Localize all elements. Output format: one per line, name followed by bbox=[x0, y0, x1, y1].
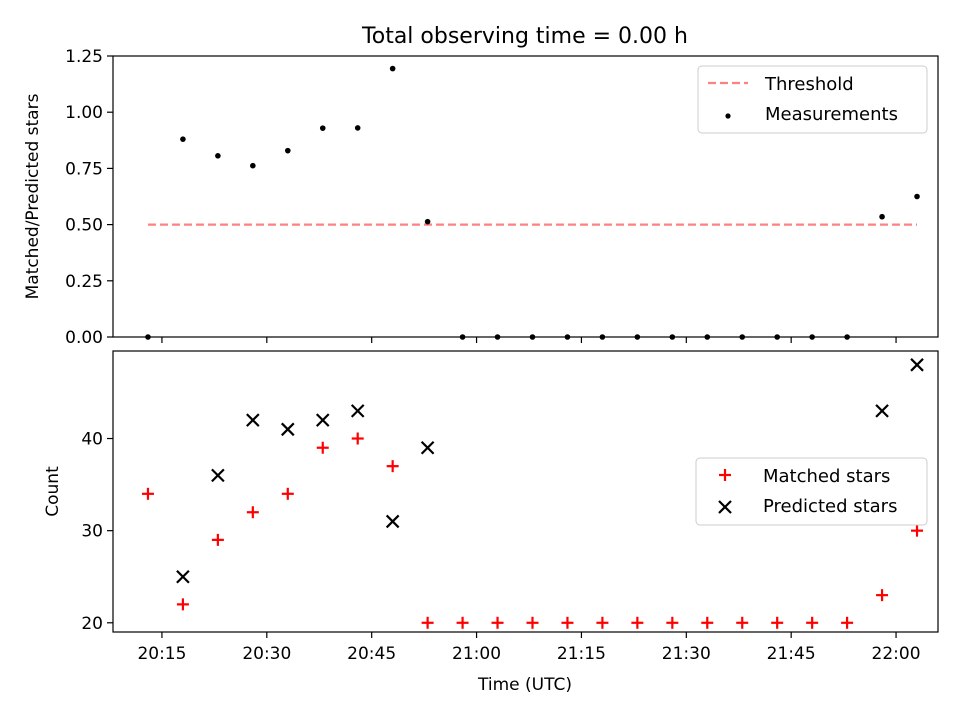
predicted-star-point bbox=[176, 569, 190, 584]
matched-star-point bbox=[141, 487, 154, 500]
matched-star-point bbox=[666, 616, 679, 629]
measurement-point bbox=[284, 147, 291, 154]
matched-star-point bbox=[351, 432, 364, 445]
predicted-star-point bbox=[420, 440, 435, 455]
matched-star-point bbox=[491, 616, 504, 629]
bottom-legend: Matched stars Predicted stars bbox=[695, 457, 928, 526]
measurement-point bbox=[914, 193, 920, 200]
matched-star-point bbox=[736, 616, 749, 629]
bottom-y-axis: 20 30 40 bbox=[81, 430, 113, 634]
x-tick-label: 20:15 bbox=[137, 644, 186, 664]
x-tick-label: 21:45 bbox=[767, 644, 816, 664]
predicted-star-point bbox=[875, 404, 889, 418]
x-tick-label: 21:15 bbox=[557, 644, 606, 664]
predicted-star-point bbox=[246, 413, 260, 427]
matched-star-point bbox=[456, 616, 469, 629]
predicted-star-point bbox=[385, 514, 400, 529]
matched-star-point bbox=[631, 616, 644, 629]
bottom-legend-box bbox=[695, 457, 928, 526]
matched-star-point bbox=[246, 506, 259, 519]
top-legend-box bbox=[697, 65, 928, 134]
matched-star-point bbox=[876, 589, 889, 602]
measurement-point bbox=[180, 136, 186, 142]
bottom-axes-frame bbox=[112, 350, 939, 633]
legend-matched-swatch bbox=[719, 469, 731, 481]
top-y-tick-label: 1.00 bbox=[65, 103, 103, 123]
top-plot-area bbox=[145, 65, 920, 340]
measurement-point bbox=[319, 125, 326, 131]
matched-star-point bbox=[911, 524, 924, 537]
matched-star-point bbox=[281, 487, 294, 500]
matched-star-point bbox=[806, 616, 819, 629]
bottom-plot-area bbox=[141, 358, 924, 629]
matched-star-point bbox=[771, 616, 784, 629]
matched-star-point bbox=[176, 598, 189, 611]
predicted-star-point bbox=[315, 413, 330, 427]
top-x-ticks bbox=[161, 337, 897, 343]
top-y-axis: 0.00 0.25 0.50 0.75 1.00 1.25 bbox=[65, 47, 113, 348]
legend-predicted-swatch bbox=[718, 500, 732, 514]
top-y-tick-label: 0.50 bbox=[65, 216, 103, 236]
matched-star-point bbox=[316, 441, 329, 454]
bottom-y-tick-label: 20 bbox=[81, 614, 103, 634]
top-y-tick-label: 1.25 bbox=[65, 47, 103, 67]
bottom-y-axis-label: Count bbox=[43, 466, 63, 517]
top-y-tick-label: 0.25 bbox=[65, 272, 103, 292]
measurement-point bbox=[389, 65, 396, 72]
x-tick-label: 21:30 bbox=[662, 644, 711, 664]
predicted-star-point bbox=[910, 358, 924, 372]
top-panel: 0.00 0.25 0.50 0.75 1.00 1.25 Matched/Predict… bbox=[23, 47, 939, 348]
chart-title: Total observing time = 0.00 h bbox=[361, 24, 688, 49]
measurement-point bbox=[879, 213, 885, 220]
measurement-point bbox=[250, 162, 256, 169]
top-legend: Threshold Measurements bbox=[697, 65, 928, 134]
matched-star-point bbox=[421, 616, 434, 629]
top-y-tick-label: 0.75 bbox=[65, 159, 103, 179]
predicted-star-point bbox=[211, 468, 225, 483]
bottom-x-axis: 20:15 20:30 20:45 21:00 21:15 21:30 21:45 22:00 bbox=[137, 632, 921, 664]
legend-matched-label: Matched stars bbox=[763, 466, 890, 487]
matched-star-point bbox=[211, 533, 224, 546]
bottom-panel: 20 30 40 20:15 20:30 20:45 21:00 21:15 21:30 21:… bbox=[43, 350, 939, 695]
predicted-star-point bbox=[350, 404, 365, 418]
x-axis-label: Time (UTC) bbox=[477, 675, 572, 695]
matched-star-point bbox=[841, 616, 854, 629]
bottom-y-tick-label: 40 bbox=[81, 430, 103, 450]
matched-star-point bbox=[526, 616, 539, 629]
x-tick-label: 20:30 bbox=[242, 644, 291, 664]
x-tick-label: 21:00 bbox=[452, 644, 501, 664]
legend-measurements-swatch bbox=[725, 113, 731, 119]
measurement-point bbox=[215, 153, 221, 159]
top-y-tick-label: 0.00 bbox=[65, 328, 103, 348]
bottom-y-tick-label: 30 bbox=[81, 522, 103, 542]
measurement-point bbox=[424, 218, 431, 225]
measurement-point bbox=[354, 125, 361, 131]
matched-star-point bbox=[561, 616, 574, 629]
legend-measurements-label: Measurements bbox=[765, 104, 898, 125]
matched-star-point bbox=[386, 460, 399, 473]
top-y-axis-label: Matched/Predicted stars bbox=[23, 93, 43, 299]
x-tick-label: 20:45 bbox=[347, 644, 396, 664]
legend-predicted-label: Predicted stars bbox=[763, 496, 897, 517]
x-tick-label: 22:00 bbox=[872, 644, 921, 664]
top-axes-frame bbox=[112, 55, 939, 338]
legend-threshold-label: Threshold bbox=[764, 74, 854, 95]
matched-star-point bbox=[701, 616, 714, 629]
matched-star-point bbox=[596, 616, 609, 629]
predicted-star-point bbox=[281, 422, 295, 437]
